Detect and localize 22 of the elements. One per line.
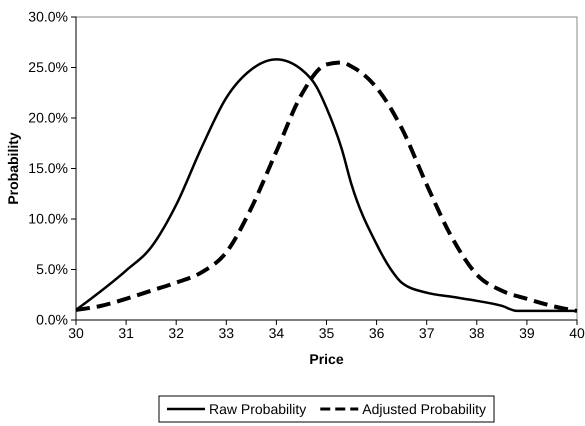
y-tick-label: 10.0% bbox=[28, 210, 68, 226]
x-axis-title: Price bbox=[309, 351, 344, 367]
y-tick-label: 5.0% bbox=[36, 260, 68, 277]
legend-label: Adjusted Probability bbox=[362, 401, 486, 417]
y-tick-label: 20.0% bbox=[28, 109, 68, 126]
y-axis-title: Probability bbox=[5, 132, 21, 205]
x-tick-label: 31 bbox=[118, 324, 134, 341]
x-tick-label: 35 bbox=[318, 324, 334, 341]
x-tick-label: 30 bbox=[68, 324, 84, 341]
x-tick-label: 32 bbox=[168, 324, 184, 341]
y-tick-label: 30.0% bbox=[28, 8, 68, 24]
x-tick-label: 34 bbox=[268, 324, 284, 341]
x-tick-label: 37 bbox=[418, 324, 435, 341]
legend-label: Raw Probability bbox=[208, 401, 306, 417]
x-tick-label: 40 bbox=[569, 324, 585, 341]
x-tick-label: 36 bbox=[368, 324, 385, 341]
x-tick-label: 33 bbox=[218, 324, 234, 341]
x-tick-label: 39 bbox=[519, 324, 535, 341]
y-tick-label: 0.0% bbox=[36, 311, 68, 328]
x-tick-label: 38 bbox=[469, 324, 485, 341]
y-tick-label: 15.0% bbox=[28, 160, 68, 176]
y-tick-label: 25.0% bbox=[28, 58, 68, 75]
